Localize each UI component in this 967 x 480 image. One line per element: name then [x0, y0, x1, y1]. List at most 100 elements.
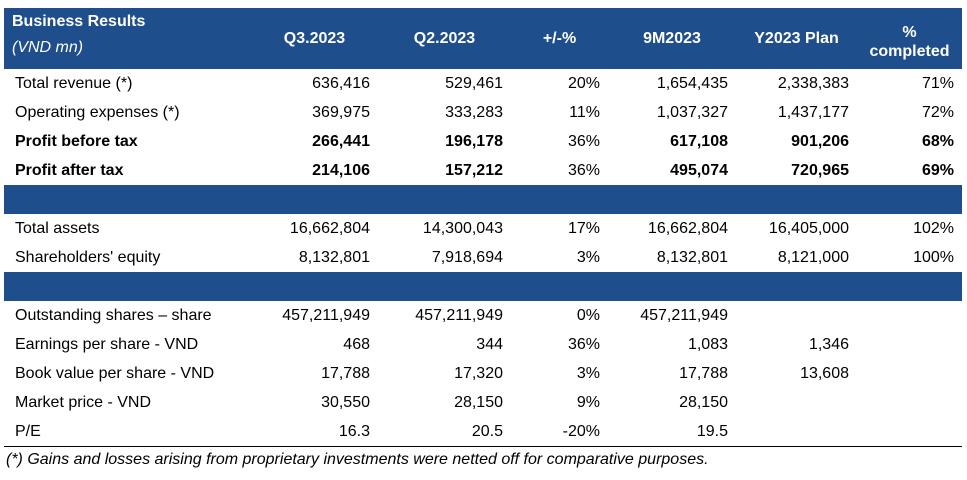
cell-change: 11% — [569, 103, 600, 121]
cell-q3: 457,211,949 — [282, 306, 370, 324]
cell-q2: 14,300,043 — [422, 219, 503, 237]
cell-completed — [857, 417, 962, 447]
cell-9m: 1,654,435 — [656, 74, 728, 92]
table-row-pe-ratio: P/E 16.3 20.5 -20% 19.5 — [4, 417, 962, 447]
cell-9m: 19.5 — [608, 417, 736, 447]
cell-change: 36% — [567, 161, 600, 179]
cell-9m: 495,074 — [670, 161, 728, 179]
section-divider — [4, 272, 962, 301]
cell-completed: 102% — [913, 219, 954, 237]
cell-plan: 720,965 — [791, 161, 849, 179]
row-label: Operating expenses (*) — [15, 103, 180, 121]
cell-9m: 457,211,949 — [640, 306, 728, 324]
cell-q2: 28,150 — [454, 393, 503, 411]
cell-plan — [736, 388, 857, 417]
row-label: Profit after tax — [15, 161, 124, 179]
cell-completed: 68% — [921, 132, 954, 150]
row-label: Outstanding shares – share — [15, 306, 212, 324]
cell-completed — [857, 330, 962, 359]
table-row-profit-before-tax: Profit before tax 266,441 196,178 36% 61… — [4, 127, 962, 156]
cell-q2: 457,211,949 — [415, 306, 503, 324]
cell-9m: 16,662,804 — [647, 219, 728, 237]
cell-q2: 529,461 — [445, 74, 503, 92]
column-header-q2-2023: Q2.2023 — [413, 29, 476, 47]
table-header-row: Business Results (VND mn) Q3.2023 Q2.202… — [4, 8, 962, 69]
cell-q2: 333,283 — [445, 103, 503, 121]
table-row-operating-expenses: Operating expenses (*) 369,975 333,283 1… — [4, 98, 962, 127]
row-label: Book value per share - VND — [15, 364, 215, 382]
cell-plan: 1,437,177 — [777, 103, 849, 121]
cell-q3: 16,662,804 — [289, 219, 370, 237]
cell-change: 36% — [567, 335, 600, 353]
business-results-table-container: Business Results (VND mn) Q3.2023 Q2.202… — [4, 8, 962, 469]
column-header-y2023-plan: Y2023 Plan — [754, 29, 839, 47]
cell-plan: 2,338,383 — [777, 74, 849, 92]
table-footnote: (*) Gains and losses arising from propri… — [6, 451, 709, 468]
cell-9m: 1,037,327 — [656, 103, 728, 121]
cell-change: 0% — [576, 306, 600, 324]
cell-9m: 8,132,801 — [656, 248, 728, 266]
cell-completed — [857, 388, 962, 417]
cell-q2: 157,212 — [445, 161, 503, 179]
cell-plan: 1,346 — [808, 335, 849, 353]
column-header-q3-2023: Q3.2023 — [283, 29, 346, 47]
column-header-9m2023: 9M2023 — [643, 29, 701, 47]
table-row-profit-after-tax: Profit after tax 214,106 157,212 36% 495… — [4, 156, 962, 185]
cell-plan — [736, 417, 857, 447]
cell-plan — [736, 301, 857, 330]
table-title-cell: Business Results (VND mn) — [4, 8, 251, 69]
table-row-total-revenue: Total revenue (*) 636,416 529,461 20% 1,… — [4, 69, 962, 98]
business-results-table: Business Results (VND mn) Q3.2023 Q2.202… — [4, 8, 962, 447]
table-title: Business Results — [12, 13, 146, 30]
cell-change: 3% — [576, 248, 600, 266]
table-row-outstanding-shares: Outstanding shares – share 457,211,949 4… — [4, 301, 962, 330]
cell-q2: 344 — [476, 335, 503, 353]
row-label: Total assets — [15, 219, 100, 237]
cell-9m: 1,083 — [687, 335, 728, 353]
cell-change: 20% — [567, 74, 600, 92]
table-body: Total revenue (*) 636,416 529,461 20% 1,… — [4, 69, 962, 447]
table-row-book-value-per-share: Book value per share - VND 17,788 17,320… — [4, 359, 962, 388]
cell-q3: 16.3 — [251, 417, 378, 447]
section-divider-bar — [4, 185, 962, 214]
table-row-market-price: Market price - VND 30,550 28,150 9% 28,1… — [4, 388, 962, 417]
cell-plan: 13,608 — [800, 364, 849, 382]
cell-change: -20% — [511, 417, 608, 447]
cell-plan: 901,206 — [791, 132, 849, 150]
cell-q2: 20.5 — [378, 417, 511, 447]
row-label: Total revenue (*) — [15, 74, 133, 92]
cell-q2: 7,918,694 — [431, 248, 503, 266]
cell-q3: 214,106 — [312, 161, 370, 179]
cell-plan: 8,121,000 — [777, 248, 849, 266]
cell-q3: 30,550 — [321, 393, 370, 411]
row-label: Market price - VND — [15, 393, 152, 411]
table-row-shareholders-equity: Shareholders' equity 8,132,801 7,918,694… — [4, 243, 962, 272]
section-divider — [4, 185, 962, 214]
row-label: Profit before tax — [15, 132, 138, 150]
cell-q2: 17,320 — [454, 364, 503, 382]
cell-q2: 196,178 — [445, 132, 503, 150]
cell-9m: 617,108 — [670, 132, 728, 150]
row-label: Shareholders' equity — [15, 248, 161, 266]
cell-q3: 8,132,801 — [298, 248, 370, 266]
cell-q3: 17,788 — [321, 364, 370, 382]
cell-q3: 636,416 — [312, 74, 370, 92]
table-row-total-assets: Total assets 16,662,804 14,300,043 17% 1… — [4, 214, 962, 243]
pct-completed-symbol: % — [902, 23, 917, 41]
cell-completed: 71% — [921, 74, 954, 92]
column-header-change-pct: +/-% — [542, 29, 577, 47]
row-label: Earnings per share - VND — [15, 335, 199, 353]
cell-completed — [857, 301, 962, 330]
cell-completed: 69% — [921, 161, 954, 179]
cell-9m: 17,788 — [679, 364, 728, 382]
cell-change: 17% — [567, 219, 600, 237]
pct-completed-label: completed — [869, 42, 950, 60]
cell-q3: 468 — [343, 335, 370, 353]
section-divider-bar — [4, 272, 962, 301]
cell-completed — [857, 359, 962, 388]
cell-q3: 266,441 — [312, 132, 370, 150]
cell-completed: 100% — [913, 248, 954, 266]
table-row-earnings-per-share: Earnings per share - VND 468 344 36% 1,0… — [4, 330, 962, 359]
table-unit-subtitle: (VND mn) — [12, 39, 84, 56]
column-header-pct-completed: % completed — [857, 8, 962, 69]
